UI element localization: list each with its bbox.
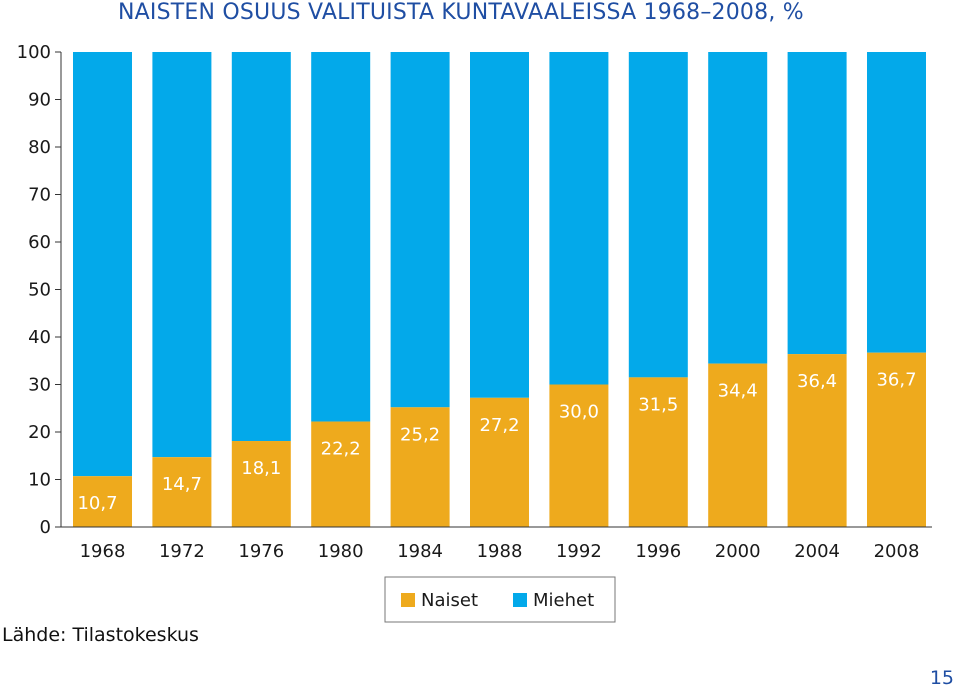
- bar-naiset-1992: [549, 384, 609, 527]
- legend-label-miehet: Miehet: [533, 590, 594, 611]
- y-tick-label-50: 50: [28, 280, 51, 301]
- x-tick-label-1980: 1980: [318, 541, 364, 562]
- bar-miehet-1996: [628, 52, 688, 378]
- data-label-1992: 30,0: [559, 402, 599, 423]
- bar-miehet-2008: [867, 52, 926, 353]
- data-label-2000: 34,4: [718, 381, 758, 402]
- data-label-2004: 36,4: [797, 371, 837, 392]
- data-label-2008: 36,7: [876, 370, 916, 391]
- y-tick-label-40: 40: [28, 327, 51, 348]
- x-tick-label-1976: 1976: [238, 541, 284, 562]
- data-label-1968: 10,7: [77, 493, 117, 514]
- data-label-1980: 22,2: [321, 439, 361, 460]
- bar-miehet-1980: [311, 52, 371, 422]
- bar-naiset-1996: [628, 377, 688, 527]
- data-label-1984: 25,2: [400, 424, 440, 445]
- page-number: 15: [929, 667, 954, 689]
- data-label-1976: 18,1: [241, 458, 281, 479]
- x-tick-label-2008: 2008: [874, 541, 920, 562]
- y-tick-label-30: 30: [28, 375, 51, 396]
- x-tick-label-1996: 1996: [635, 541, 681, 562]
- source-note: Lähde: Tilastokeskus: [2, 624, 199, 646]
- bar-miehet-1968: [73, 52, 132, 477]
- bar-miehet-1976: [231, 52, 291, 442]
- x-tick-label-2000: 2000: [715, 541, 761, 562]
- bar-naiset-1972: [152, 457, 212, 527]
- legend-label-naiset: Naiset: [421, 590, 478, 611]
- legend-swatch-naiset: [401, 593, 415, 607]
- y-tick-label-100: 100: [17, 42, 51, 63]
- legend: Naiset Miehet: [384, 576, 616, 623]
- bar-naiset-1988: [470, 397, 529, 527]
- bars-layer: [73, 52, 926, 527]
- data-label-1972: 14,7: [162, 474, 202, 495]
- bar-miehet-2000: [708, 52, 768, 364]
- bar-naiset-2004: [787, 354, 847, 527]
- data-label-1996: 31,5: [638, 394, 678, 415]
- y-tick-label-90: 90: [28, 90, 51, 111]
- bar-miehet-1988: [470, 52, 529, 398]
- x-tick-label-1992: 1992: [556, 541, 602, 562]
- y-tick-label-80: 80: [28, 137, 51, 158]
- bar-naiset-1984: [390, 407, 450, 527]
- bar-naiset-1976: [231, 441, 291, 527]
- chart-title: NAISTEN OSUUS VALITUISTA KUNTAVAALEISSA …: [118, 0, 804, 25]
- x-tick-label-1972: 1972: [159, 541, 205, 562]
- y-tick-label-10: 10: [28, 470, 51, 491]
- x-tick-label-1988: 1988: [477, 541, 523, 562]
- x-tick-label-1984: 1984: [397, 541, 443, 562]
- bar-naiset-1968: [73, 476, 132, 527]
- y-tick-label-60: 60: [28, 232, 51, 253]
- legend-swatch-miehet: [513, 593, 527, 607]
- bar-miehet-1972: [152, 52, 212, 458]
- bar-miehet-2004: [787, 52, 847, 355]
- bar-naiset-1980: [311, 421, 371, 527]
- x-tick-label-2004: 2004: [794, 541, 840, 562]
- y-tick-label-70: 70: [28, 185, 51, 206]
- x-tick-label-1968: 1968: [80, 541, 126, 562]
- y-tick-label-20: 20: [28, 422, 51, 443]
- data-label-1988: 27,2: [479, 415, 519, 436]
- axes-layer: 0 10 20 30 40 50 60 70 80 90 100: [17, 42, 932, 538]
- bar-miehet-1984: [390, 52, 450, 408]
- bar-naiset-2000: [708, 363, 768, 527]
- labels-layer: 10,7 1968 14,7 1972 18,1 1976 22,2 1980 25,2 1984…: [77, 370, 919, 562]
- y-tick-label-0: 0: [40, 517, 51, 538]
- bar-miehet-1992: [549, 52, 609, 385]
- bar-naiset-2008: [867, 352, 926, 527]
- legend-box: [384, 576, 616, 623]
